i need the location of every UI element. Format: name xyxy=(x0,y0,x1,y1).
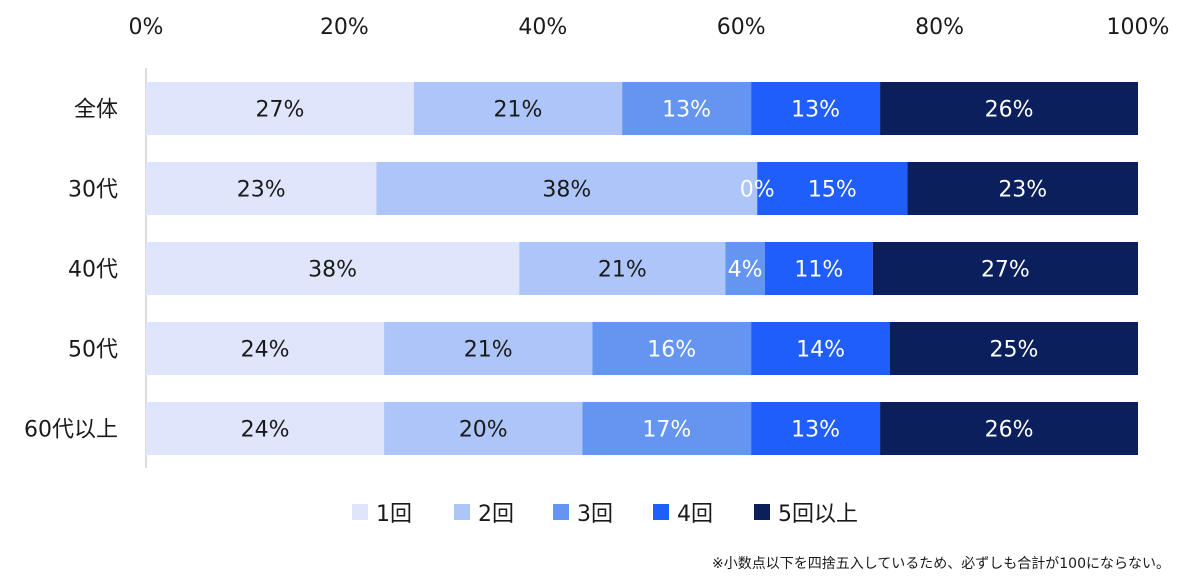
category-labels: 全体 30代 40代 50代 60代以上 xyxy=(24,98,118,443)
x-tick-label: 0% xyxy=(129,15,164,40)
stacked-bar-chart: 0% 20% 40% 60% 80% 100% 27% 21% 13% 13% 26% 23% 38%… xyxy=(24,15,1170,468)
category-label: 50代 xyxy=(68,338,118,363)
legend-item: 5回以上 xyxy=(754,495,858,529)
bar-segment xyxy=(751,322,890,375)
bar-value-label: 24% xyxy=(241,418,290,443)
legend-item: 4回 xyxy=(653,495,713,529)
bar-value-label: 38% xyxy=(542,178,591,203)
bar-segment xyxy=(519,242,726,295)
legend-label: 4回 xyxy=(677,502,713,527)
bar-segment xyxy=(880,82,1138,135)
legend-label: 2回 xyxy=(478,502,514,527)
bar-value-label: 21% xyxy=(598,258,647,283)
bar-segment xyxy=(890,322,1138,375)
bar-value-label: 38% xyxy=(308,258,357,283)
footnote: ※小数点以下を四捨五入しているため、必ずしも合計が100にならない。 xyxy=(711,556,1170,572)
legend-label: 3回 xyxy=(577,502,613,527)
bar-segment xyxy=(725,242,765,295)
bar-value-label: 20% xyxy=(459,418,508,443)
legend-item: 2回 xyxy=(454,495,514,529)
bars: 27% 21% 13% 13% 26% 23% 38% 0% 15% 23% 38% 21% 4% 11%… xyxy=(146,82,1138,455)
x-tick-label: 60% xyxy=(717,15,766,40)
bar-value-label: 21% xyxy=(464,338,513,363)
bar-segment xyxy=(376,162,758,215)
legend-swatch xyxy=(352,504,368,520)
legend: 1回 2回 3回 4回 5回以上 xyxy=(0,495,1200,529)
bar-value-label: 0% xyxy=(740,178,775,203)
bar-segment xyxy=(757,162,908,215)
bar-segment xyxy=(764,242,873,295)
bar-segment xyxy=(751,402,881,455)
x-tick-label: 100% xyxy=(1107,15,1170,40)
bar-value-label: 27% xyxy=(255,98,304,123)
legend-label: 1回 xyxy=(376,502,412,527)
legend-item: 1回 xyxy=(352,495,412,529)
legend-swatch xyxy=(553,504,569,520)
bar-value-label: 23% xyxy=(237,178,286,203)
bar-value-label: 14% xyxy=(796,338,845,363)
bar-value-label: 4% xyxy=(728,258,763,283)
x-axis-ticks: 0% 20% 40% 60% 80% 100% xyxy=(129,15,1170,40)
bar-value-label: 17% xyxy=(642,418,691,443)
bar-value-label: 25% xyxy=(990,338,1039,363)
x-tick-label: 40% xyxy=(518,15,567,40)
bar-value-label: 13% xyxy=(662,98,711,123)
bar-segment xyxy=(146,402,385,455)
category-label: 60代以上 xyxy=(24,418,118,443)
bar-segment xyxy=(384,322,593,375)
bar-value-label: 26% xyxy=(985,98,1034,123)
bar-value-label: 21% xyxy=(494,98,543,123)
bar-segment xyxy=(146,162,377,215)
bar-segment xyxy=(582,402,752,455)
category-label: 30代 xyxy=(68,178,118,203)
bar-segment xyxy=(622,82,752,135)
bar-value-label: 24% xyxy=(241,338,290,363)
x-tick-label: 80% xyxy=(915,15,964,40)
legend-swatch xyxy=(454,504,470,520)
legend-swatch xyxy=(653,504,669,520)
bar-segment xyxy=(146,322,385,375)
bar-segment xyxy=(413,82,623,135)
legend-label: 5回以上 xyxy=(778,502,858,527)
category-label: 40代 xyxy=(68,258,118,283)
bar-segment xyxy=(592,322,752,375)
category-label: 全体 xyxy=(74,98,118,123)
bar-segment xyxy=(907,162,1138,215)
bar-segment xyxy=(872,242,1138,295)
bar-value-label: 23% xyxy=(998,178,1047,203)
bar-value-label: 13% xyxy=(791,98,840,123)
bar-value-label: 15% xyxy=(808,178,857,203)
legend-item: 3回 xyxy=(553,495,613,529)
legend-swatch xyxy=(754,504,770,520)
x-tick-label: 20% xyxy=(320,15,369,40)
bar-value-label: 11% xyxy=(794,258,843,283)
bar-segment xyxy=(880,402,1138,455)
bar-segment xyxy=(146,82,414,135)
bar-value-label: 13% xyxy=(791,418,840,443)
bar-segment xyxy=(751,82,881,135)
bar-value-label: 27% xyxy=(981,258,1030,283)
bar-value-label: 26% xyxy=(985,418,1034,443)
bar-segment xyxy=(146,242,520,295)
bar-segment xyxy=(384,402,583,455)
bar-value-label: 16% xyxy=(647,338,696,363)
